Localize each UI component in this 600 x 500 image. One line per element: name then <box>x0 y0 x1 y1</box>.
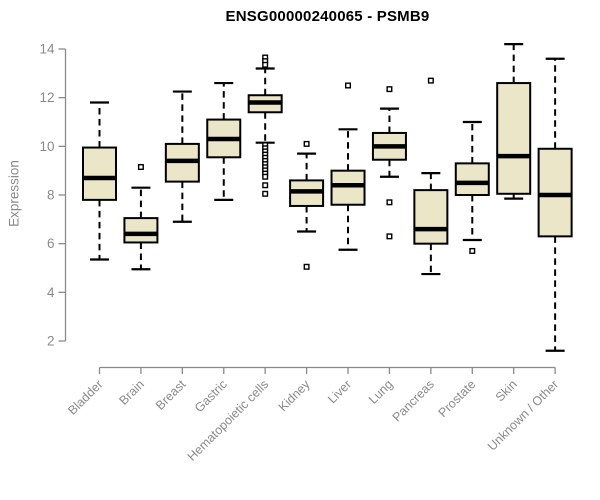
x-tick-label: Unknown / Other <box>485 377 561 453</box>
outlier-point <box>303 140 310 147</box>
x-tick-label: Skin <box>493 377 520 404</box>
box-liver <box>330 169 366 206</box>
x-tick-label: Lung <box>366 377 396 407</box>
box-brain <box>123 217 159 244</box>
x-tick-label: Bladder <box>65 377 105 417</box>
outlier-point <box>386 233 393 240</box>
x-tick-label: Pancreas <box>390 377 437 424</box>
y-tick-label: 6 <box>47 236 55 251</box>
outlier-point <box>262 190 269 197</box>
outlier-point <box>386 86 393 93</box>
y-tick-label: 2 <box>47 334 55 349</box>
x-tick-label: Hematopoietic cells <box>185 377 272 464</box>
box-prostate <box>454 162 490 197</box>
outlier-point <box>345 82 352 89</box>
outlier-point <box>303 263 310 270</box>
x-tick-label: Breast <box>153 377 189 413</box>
x-tick-label: Prostate <box>436 377 479 420</box>
x-tick-label: Brain <box>117 377 148 408</box>
y-tick-label: 10 <box>39 139 54 154</box>
outlier-point <box>386 199 393 206</box>
outlier-point <box>262 173 269 180</box>
y-tick-label: 4 <box>47 285 55 300</box>
outlier-point <box>262 182 269 189</box>
outlier-point <box>427 77 434 84</box>
box-skin <box>496 82 532 195</box>
x-tick-label: Gastric <box>192 377 230 415</box>
outlier-point <box>137 164 144 171</box>
box-pancreas <box>413 189 449 245</box>
y-tick-label: 12 <box>39 90 54 105</box>
y-tick-label: 14 <box>39 42 55 57</box>
x-tick-label: Kidney <box>276 377 313 414</box>
chart-title: ENSG00000240065 - PSMB9 <box>225 8 430 25</box>
x-tick-label: Liver <box>325 377 354 406</box>
box-unknown-other <box>537 147 573 238</box>
y-tick-label: 8 <box>47 188 55 203</box>
outlier-point <box>469 247 476 254</box>
outlier-point <box>262 61 269 68</box>
box-bladder <box>82 146 117 201</box>
